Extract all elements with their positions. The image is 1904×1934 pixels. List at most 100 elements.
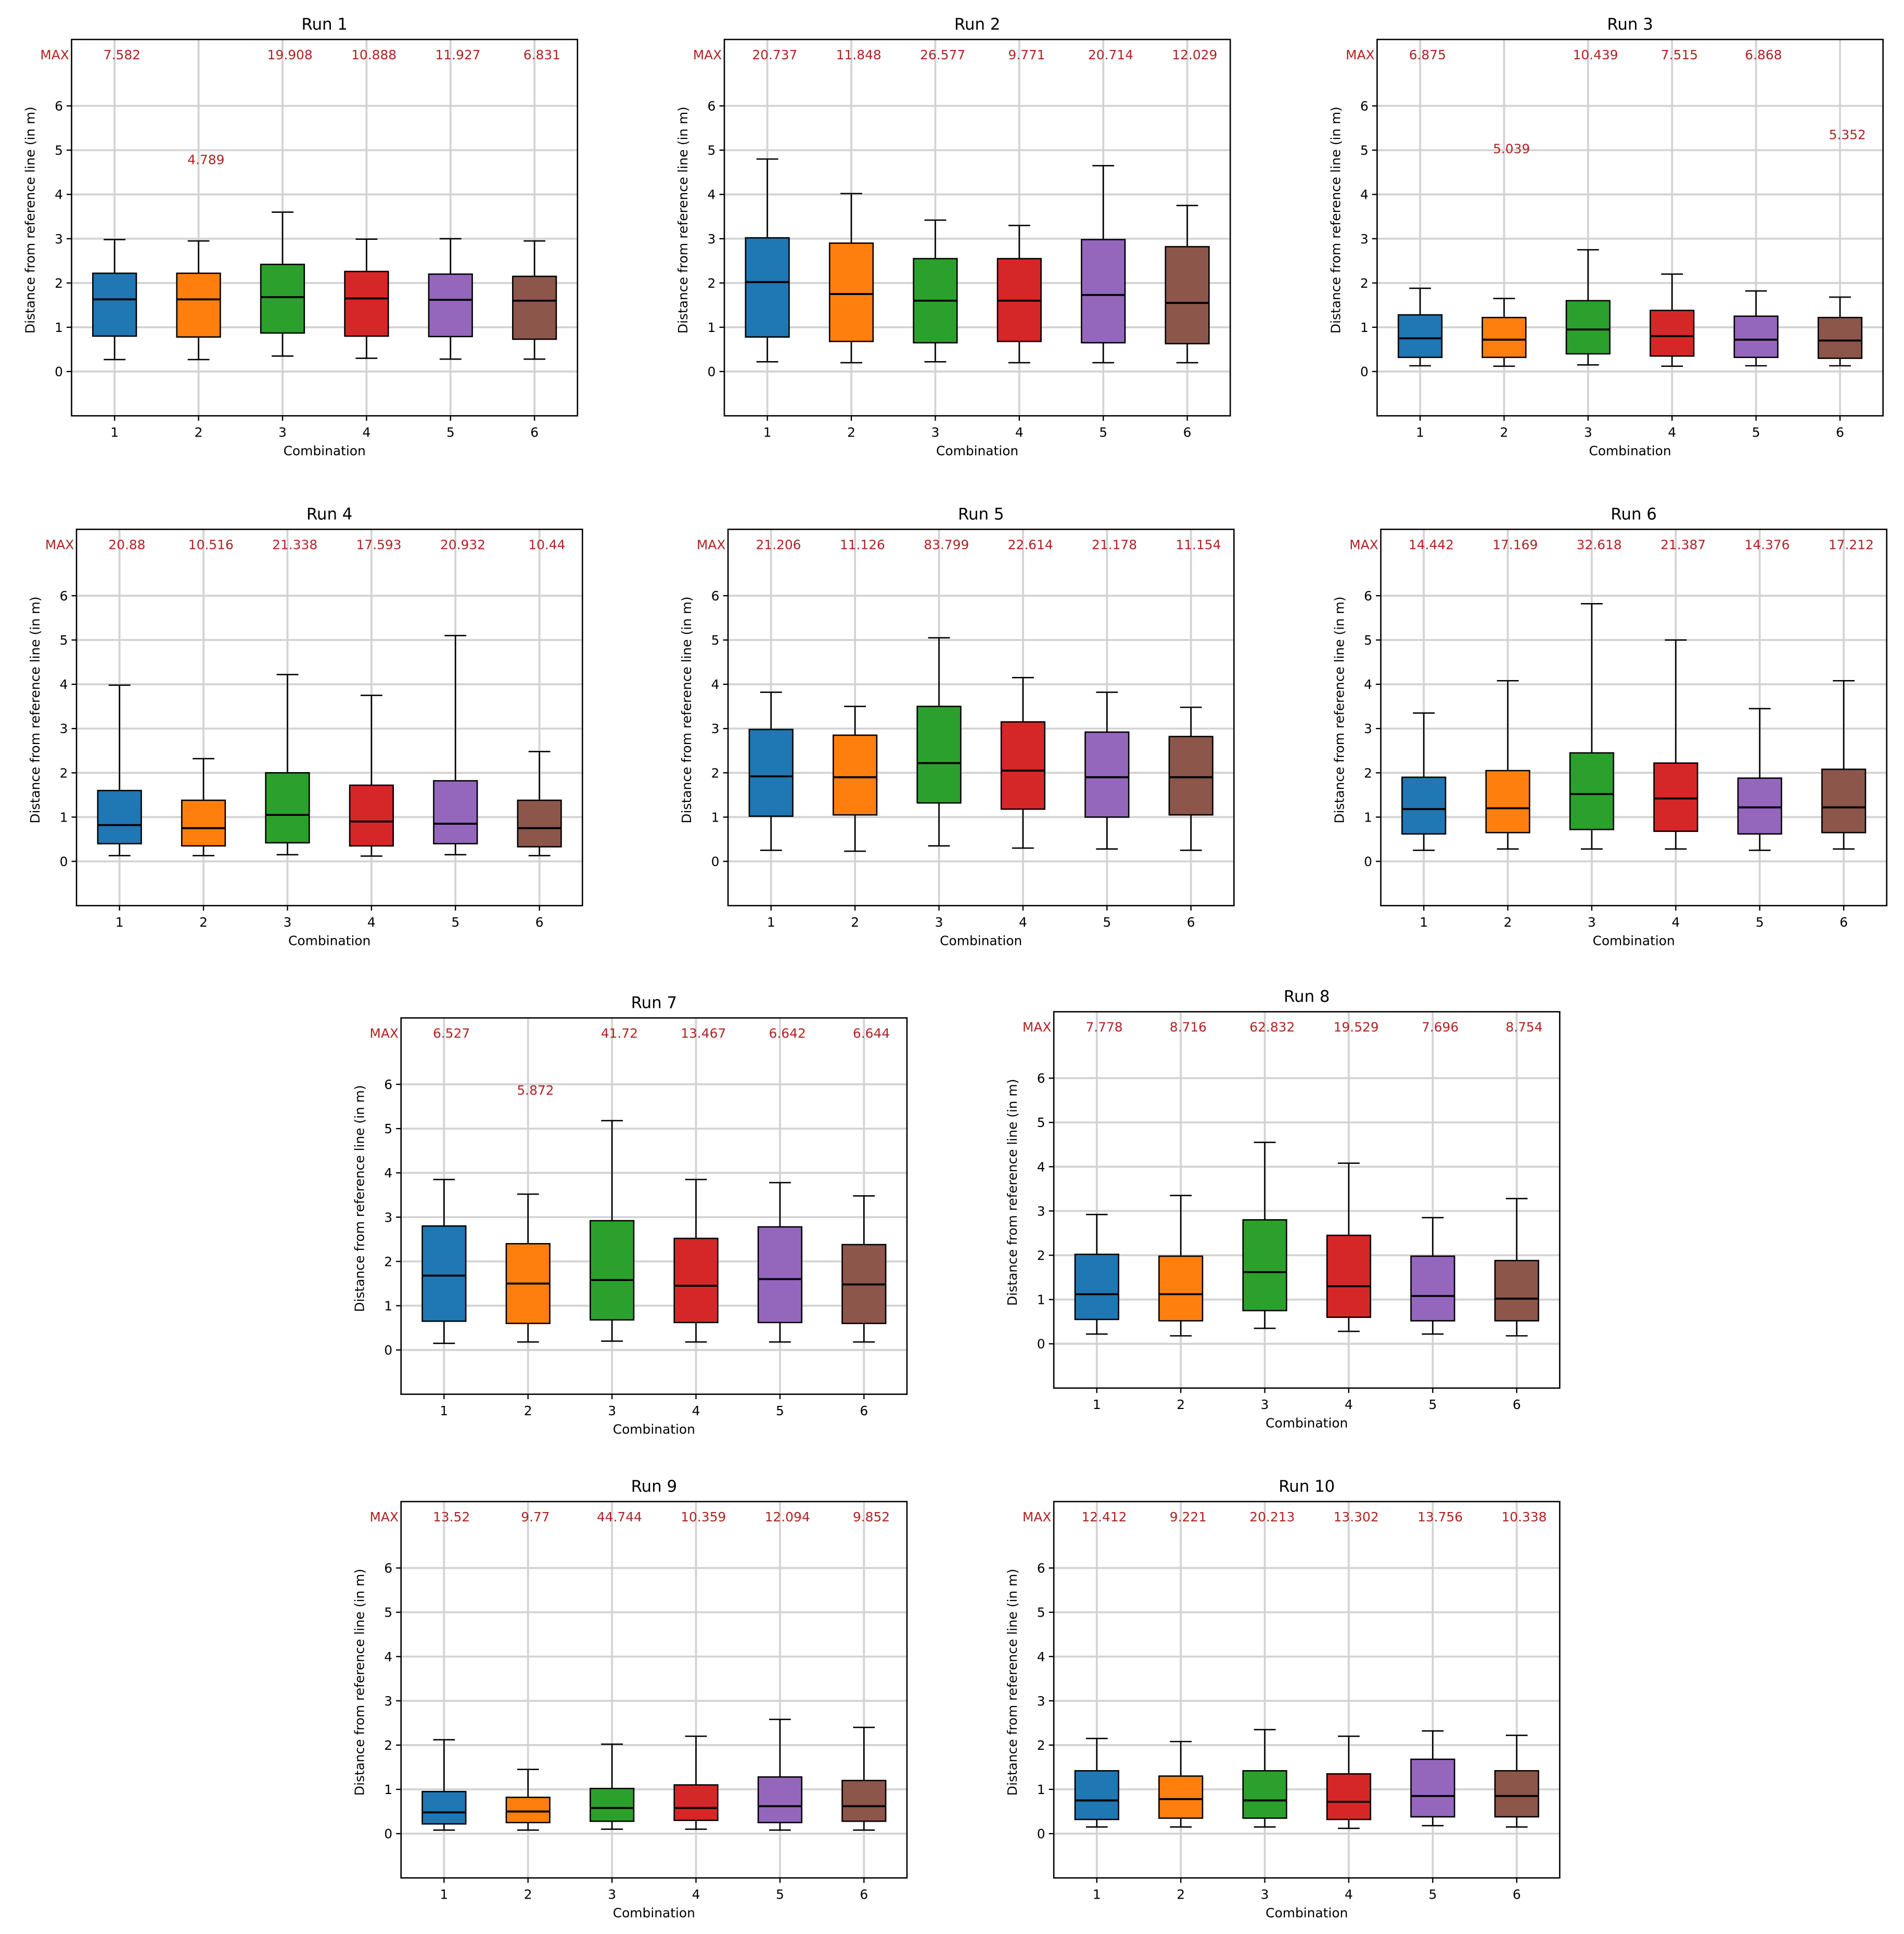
y-tick-label: 4 [1360, 187, 1369, 202]
plot-frame [1053, 1011, 1561, 1389]
iqr-box [344, 271, 389, 337]
y-tick-label: 5 [55, 143, 63, 158]
max-value-label: 12.029 [1172, 47, 1217, 62]
box-combination-1 [97, 684, 142, 856]
y-tick-label: 3 [384, 1694, 392, 1709]
chart-title: Run 1 [301, 15, 347, 34]
x-tick-label: 6 [1839, 915, 1848, 930]
y-tick-label: 4 [1037, 1159, 1045, 1174]
chart-title: Run 10 [1279, 1477, 1335, 1496]
iqr-box [673, 1237, 719, 1324]
chart-run-2: 0 1 2 3 4 5 6 1 2 3 4 5 6 MAX 20.737 11.848 26.577 9.771 2… [675, 15, 1231, 458]
max-value-label: 21.206 [756, 537, 801, 552]
max-value-label: 14.376 [1744, 537, 1790, 552]
plot-frame [1376, 39, 1884, 417]
iqr-box [1158, 1775, 1204, 1819]
max-value-label: 7.515 [1661, 47, 1698, 62]
box-combination-4 [673, 1179, 719, 1343]
y-tick-label: 1 [708, 320, 716, 335]
max-value-label: 21.338 [272, 537, 317, 552]
iqr-box [260, 263, 305, 334]
x-tick-label: 4 [362, 425, 370, 440]
max-value-label: 17.212 [1829, 537, 1874, 552]
y-tick-label: 4 [1037, 1649, 1045, 1664]
x-tick-label: 2 [1177, 1397, 1185, 1412]
y-tick-label: 1 [60, 810, 68, 825]
x-tick-label: 5 [1099, 425, 1107, 440]
max-value-label: 9.221 [1170, 1509, 1207, 1525]
iqr-box [1074, 1253, 1119, 1321]
box-combination-6 [1165, 204, 1210, 364]
y-tick-label: 1 [1360, 320, 1369, 335]
y-tick-label: 6 [55, 99, 63, 114]
box-combination-2 [505, 1193, 551, 1343]
y-tick-label: 2 [55, 276, 63, 291]
chart-run-9: 0 1 2 3 4 5 6 1 2 3 4 5 6 MAX 13.52 9.77 44.744 10.359 12.… [352, 1477, 908, 1920]
iqr-box [1084, 731, 1130, 818]
box-combination-5 [1410, 1216, 1455, 1335]
iqr-box [421, 1790, 467, 1825]
max-value-label: 22.614 [1008, 537, 1053, 552]
y-tick-label: 3 [1360, 232, 1369, 247]
box-combination-6 [1817, 296, 1863, 367]
y-tick-label: 0 [60, 854, 68, 869]
max-value-label: 20.714 [1088, 47, 1133, 62]
y-tick-label: 6 [384, 1561, 392, 1576]
y-tick-label: 4 [711, 677, 720, 692]
x-tick-label: 5 [1752, 425, 1760, 440]
y-tick-label: 6 [60, 588, 68, 604]
box-combination-6 [1168, 707, 1213, 851]
max-value-label: 21.178 [1092, 537, 1137, 552]
box-combination-6 [512, 240, 557, 360]
y-tick-label: 0 [711, 854, 720, 869]
iqr-box [517, 799, 562, 848]
iqr-box [673, 1784, 719, 1821]
max-value-label: 6.868 [1745, 47, 1782, 62]
x-tick-label: 2 [195, 425, 203, 440]
plot-frame [400, 1017, 908, 1395]
iqr-box [421, 1225, 467, 1322]
box-combination-6 [1494, 1734, 1539, 1828]
y-tick-label: 4 [55, 187, 63, 202]
chart-run-3: 0 1 2 3 4 5 6 1 2 3 4 5 6 MAX 6.875 10.439 7.515 6.868 5.0… [1328, 15, 1884, 458]
box-combination-4 [673, 1735, 719, 1830]
iqr-box [1168, 736, 1213, 816]
y-tick-label: 5 [1037, 1605, 1045, 1620]
iqr-box [1242, 1219, 1287, 1312]
box-combination-2 [828, 193, 874, 364]
box-combination-2 [1481, 298, 1527, 367]
box-combination-3 [916, 637, 962, 847]
iqr-box [1397, 314, 1443, 358]
x-tick-label: 4 [1019, 915, 1027, 930]
y-tick-label: 4 [1364, 677, 1372, 692]
box-combination-4 [1326, 1162, 1372, 1333]
x-tick-label: 5 [1756, 915, 1764, 930]
max-value-label: 6.831 [523, 47, 560, 62]
box-combination-5 [428, 238, 473, 360]
x-axis-label: Combination [940, 933, 1022, 948]
iqr-box [512, 275, 557, 340]
box-combination-1 [1074, 1213, 1119, 1335]
max-value-label: 6.644 [853, 1026, 890, 1041]
x-tick-label: 5 [1428, 1397, 1437, 1412]
max-value-label: 10.439 [1573, 47, 1618, 62]
max-value-label: 6.642 [769, 1026, 806, 1041]
box-combination-2 [176, 240, 221, 361]
max-value-label: 62.832 [1249, 1019, 1295, 1034]
iqr-box [590, 1220, 635, 1321]
iqr-box [1494, 1260, 1539, 1322]
y-axis-label: Distance from reference line (in m) [679, 596, 694, 823]
chart-run-7: 0 1 2 3 4 5 6 1 2 3 4 5 6 MAX 6.527 41.72 13.467 6.642 6.6… [352, 993, 908, 1437]
x-tick-label: 5 [446, 425, 455, 440]
max-value-label: 10.516 [188, 537, 234, 552]
x-tick-label: 3 [931, 425, 940, 440]
box-combination-3 [1242, 1728, 1287, 1828]
max-value-label: 21.387 [1660, 537, 1706, 552]
box-combination-3 [1565, 249, 1611, 366]
x-tick-label: 5 [1428, 1887, 1437, 1902]
x-tick-label: 1 [1093, 1397, 1101, 1412]
max-value-label: 5.039 [1493, 141, 1530, 156]
max-value-label: 7.696 [1422, 1019, 1459, 1034]
x-tick-label: 4 [1345, 1887, 1353, 1902]
x-tick-label: 4 [692, 1887, 700, 1902]
